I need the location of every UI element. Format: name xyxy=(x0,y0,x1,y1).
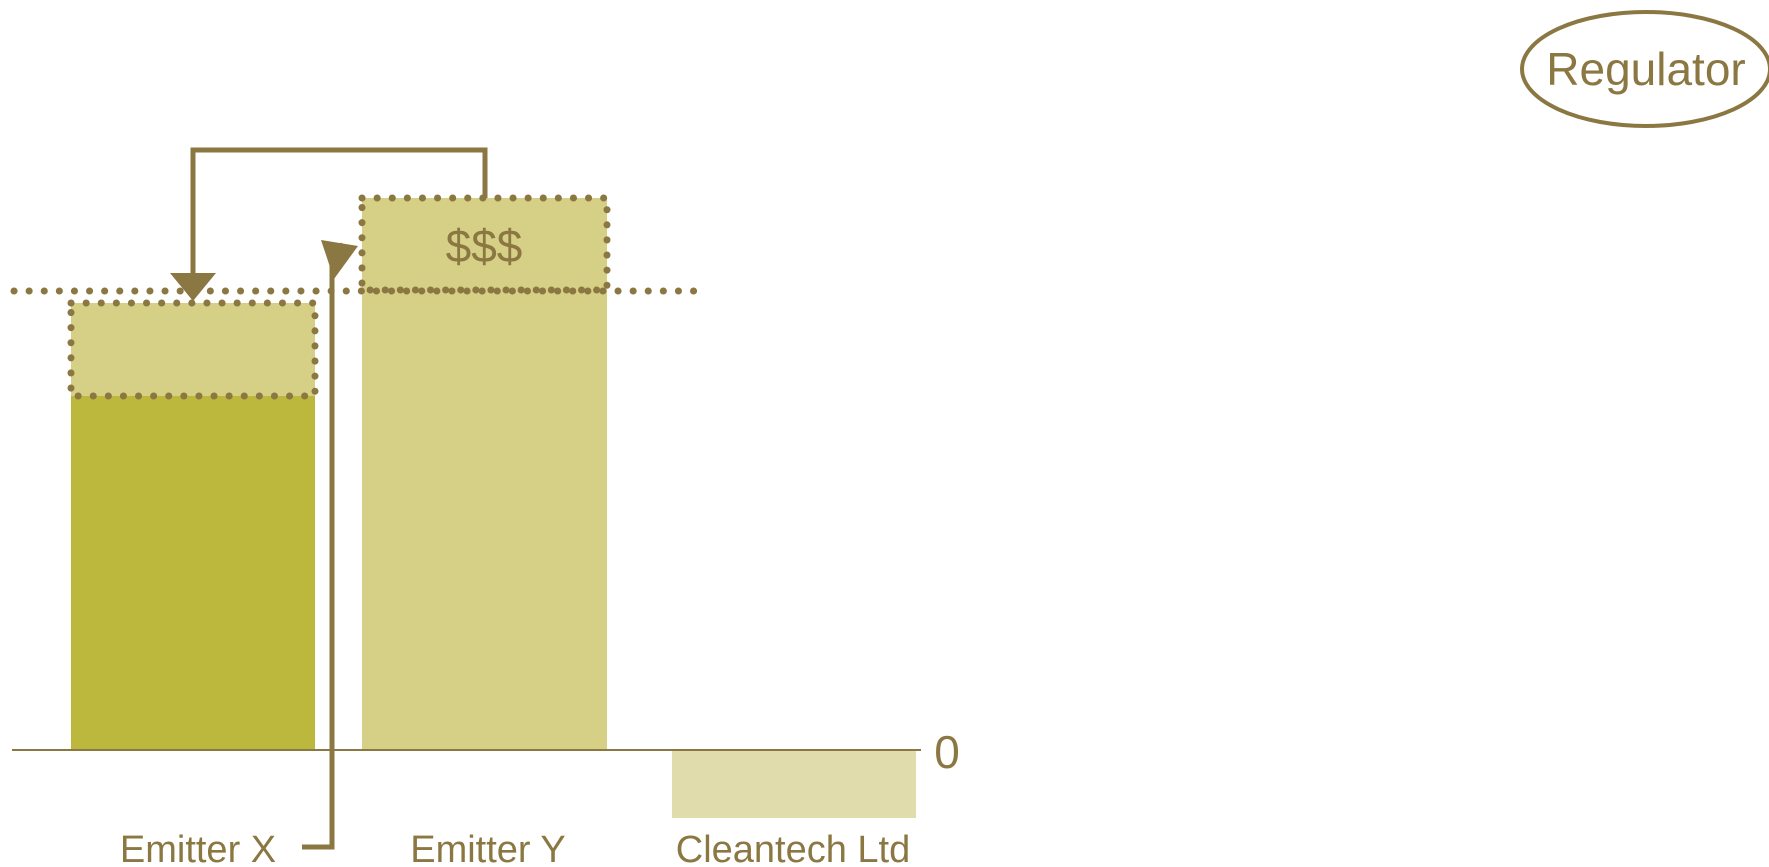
emitter-x-bar xyxy=(71,396,315,750)
cleantech-label: Cleantech Ltd xyxy=(676,829,911,867)
cleantech-bar xyxy=(672,751,916,818)
baseline-zero-label: 0 xyxy=(934,726,960,778)
emitter-x-shortfall-box xyxy=(67,299,319,400)
emitter-x-label: Emitter X xyxy=(120,829,276,867)
allowance-transfer-arrowhead xyxy=(170,273,216,301)
payment-arrowhead xyxy=(321,240,358,279)
regulator-ellipse xyxy=(1520,10,1769,128)
regulator-label: Regulator xyxy=(1546,43,1745,95)
regulator-node: Regulator xyxy=(1520,10,1769,128)
allowance-transfer-arrow xyxy=(190,147,488,274)
emitter-y-label: Emitter Y xyxy=(410,829,566,867)
money-label: $$$ xyxy=(446,220,523,272)
emitter-y-bar xyxy=(362,290,607,750)
